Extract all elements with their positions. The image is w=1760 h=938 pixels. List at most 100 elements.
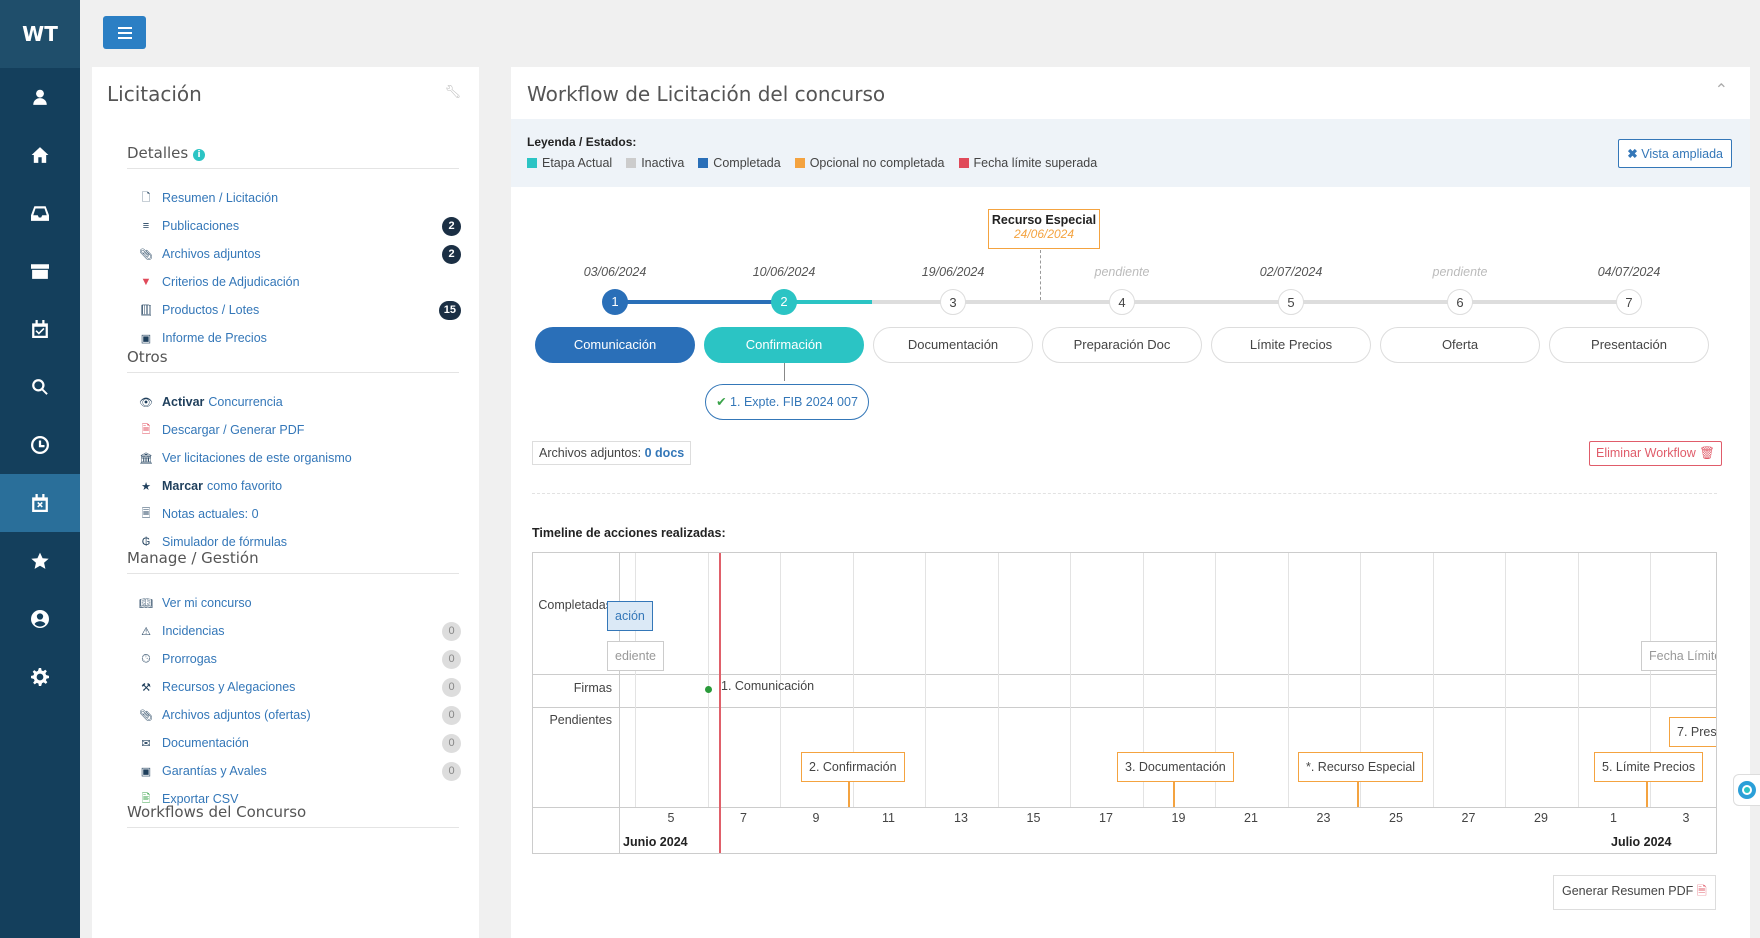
- axis-divider: [533, 807, 1716, 808]
- sidebar-link[interactable]: 📎︎ Archivos adjuntos 2: [139, 243, 461, 265]
- clock-icon: [31, 436, 49, 454]
- warning-icon: ⚠︎: [141, 625, 151, 638]
- nav-home[interactable]: [0, 126, 80, 184]
- timeline-item-completada[interactable]: ación: [607, 601, 653, 631]
- timeline-item-limite[interactable]: 5. Límite Precios: [1594, 752, 1704, 782]
- sidebar-link[interactable]: ▣ Informe de Precios: [139, 327, 461, 349]
- axis-tick: 17: [1099, 811, 1113, 825]
- axis-tick: 15: [1026, 811, 1041, 825]
- user-icon: [33, 89, 47, 105]
- step-button[interactable]: Oferta: [1380, 327, 1540, 363]
- sidebar-link[interactable]: ₲ Simulador de fórmulas: [139, 531, 461, 553]
- timeline-item-presentacion[interactable]: 7. Pres: [1669, 717, 1716, 747]
- recurso-especial-marker[interactable]: Recurso Especial 24/06/2024: [988, 209, 1100, 249]
- nav-calendar-check[interactable]: [0, 300, 80, 358]
- sidebar-link[interactable]: 📕︎ Productos / Lotes 15: [139, 299, 461, 321]
- timeline-item-pendiente[interactable]: ediente: [607, 641, 665, 671]
- floating-help-widget[interactable]: [1733, 774, 1760, 806]
- app-logo[interactable]: WT: [0, 0, 80, 68]
- lane-label-pendientes: Pendientes: [549, 713, 612, 727]
- sidebar-link[interactable]: 🕒︎ Prorrogas 0: [139, 648, 461, 670]
- grid-line: [1215, 553, 1216, 807]
- step-button[interactable]: Comunicación: [535, 327, 695, 363]
- sidebar-link[interactable]: 📖︎ Ver mi concurso: [139, 592, 461, 614]
- step-button[interactable]: Documentación: [873, 327, 1033, 363]
- step-button[interactable]: Confirmación: [704, 327, 864, 363]
- legend-swatch: [527, 158, 537, 168]
- sidebar-link[interactable]: ▣ Garantías y Avales 0: [139, 760, 461, 782]
- step-button[interactable]: Preparación Doc: [1042, 327, 1202, 363]
- legend-label: Completada: [713, 156, 781, 170]
- generar-resumen-pdf-button[interactable]: Generar Resumen PDF 🗎︎: [1553, 875, 1716, 910]
- legend-bar: Leyenda / Estados: Etapa Actual Inactiva C…: [511, 119, 1750, 187]
- nav-search[interactable]: [0, 358, 80, 416]
- step-number[interactable]: 4: [1109, 289, 1135, 315]
- nav-inbox[interactable]: [0, 184, 80, 242]
- menu-toggle-button[interactable]: [103, 16, 146, 49]
- sidebar-link[interactable]: 🗋︎ Resumen / Licitación: [139, 187, 461, 209]
- panel-title: Licitación: [107, 82, 202, 106]
- nav-clock[interactable]: [0, 416, 80, 474]
- gen-label: Generar Resumen PDF: [1562, 884, 1694, 898]
- formula-icon: ₲: [141, 536, 151, 548]
- vista-ampliada-button[interactable]: ✖ Vista ampliada: [1618, 139, 1732, 168]
- sidebar-link[interactable]: 👁︎ Activar Concurrencia: [139, 391, 461, 413]
- legend-items: Etapa Actual Inactiva Completada Opcional n…: [527, 156, 1097, 170]
- nav-calendar-x[interactable]: [0, 474, 80, 532]
- timeline-item-documentacion[interactable]: 3. Documentación: [1117, 752, 1234, 782]
- step-button[interactable]: Presentación: [1549, 327, 1709, 363]
- section-title: Manage / Gestión: [127, 549, 259, 567]
- sidebar-link[interactable]: ★ Marcar como favorito: [139, 475, 461, 497]
- step-number[interactable]: 2: [771, 289, 797, 315]
- trash-icon: 🗑︎: [1699, 446, 1716, 460]
- axis-tick: 23: [1316, 811, 1331, 825]
- axis-tick: 19: [1171, 811, 1186, 825]
- sidebar-link[interactable]: ▼ Criterios de Adjudicación: [139, 271, 461, 293]
- legend-item: Inactiva: [626, 156, 684, 170]
- collapse-chevron-icon[interactable]: ⌃: [1714, 82, 1728, 99]
- firma-dot: [705, 686, 712, 693]
- step-button[interactable]: Límite Precios: [1211, 327, 1371, 363]
- legend-swatch: [958, 158, 969, 168]
- wrench-icon[interactable]: 🔧︎: [444, 84, 461, 99]
- today-marker: [719, 553, 721, 853]
- timeline-item-fecha-limite[interactable]: Fecha Límite: [1641, 641, 1716, 671]
- eliminar-label: Eliminar Workflow: [1596, 446, 1696, 460]
- nav-user[interactable]: [0, 68, 80, 126]
- nav-archive[interactable]: [0, 242, 80, 300]
- pdf-icon: 🗎︎: [1696, 884, 1707, 898]
- step-date: 04/07/2024: [1597, 265, 1661, 279]
- step-number[interactable]: 5: [1278, 289, 1304, 315]
- timeline-item-firma[interactable]: 1. Comunicación: [721, 679, 815, 693]
- sidebar-link[interactable]: 🖹︎ Exportar CSV: [139, 788, 461, 810]
- sidebar-link[interactable]: ⚠︎ Incidencias 0: [139, 620, 461, 642]
- timeline-item-confirmacion[interactable]: 2. Confirmación: [801, 752, 905, 782]
- paperclip-icon: 📎︎: [139, 709, 153, 722]
- section-divider: [532, 493, 1717, 494]
- count-badge: 0: [442, 621, 461, 641]
- step-number[interactable]: 7: [1616, 289, 1642, 315]
- archivos-adjuntos-info[interactable]: Archivos adjuntos: 0 docs: [532, 441, 692, 465]
- nav-account[interactable]: [0, 590, 80, 648]
- axis-tick: 11: [882, 811, 895, 825]
- sidebar-link[interactable]: 🗎︎ Descargar / Generar PDF: [139, 419, 461, 441]
- sidebar-link[interactable]: ⚒︎ Recursos y Alegaciones 0: [139, 676, 461, 698]
- star-icon: ★: [141, 480, 151, 493]
- eliminar-workflow-button[interactable]: Eliminar Workflow 🗑︎: [1589, 441, 1723, 466]
- sidebar-link[interactable]: 🏛︎ Ver licitaciones de este organismo: [139, 447, 461, 469]
- step-number[interactable]: 6: [1447, 289, 1473, 315]
- step-number[interactable]: 3: [940, 289, 966, 315]
- link-label: Resumen / Licitación: [162, 191, 279, 205]
- timeline-item-recurso[interactable]: *. Recurso Especial: [1298, 752, 1424, 782]
- sidebar-link[interactable]: ✉︎ Documentación 0: [139, 732, 461, 754]
- link-label: Prorrogas: [162, 652, 217, 666]
- sidebar-link[interactable]: 🗏︎ Notas actuales: 0: [139, 503, 461, 525]
- step-number[interactable]: 1: [602, 289, 628, 315]
- expte-sub-item[interactable]: ✔ 1. Expte. FIB 2024 007: [705, 384, 869, 420]
- sidebar-link[interactable]: 📎︎ Archivos adjuntos (ofertas) 0: [139, 704, 461, 726]
- timeline-chart[interactable]: Completadas Firmas Pendientes 5 7 9 11 13 15 1…: [532, 552, 1717, 854]
- item-stem: [848, 782, 850, 807]
- sidebar-link[interactable]: ≡ Publicaciones 2: [139, 215, 461, 237]
- nav-settings[interactable]: [0, 648, 80, 706]
- nav-favorites[interactable]: [0, 532, 80, 590]
